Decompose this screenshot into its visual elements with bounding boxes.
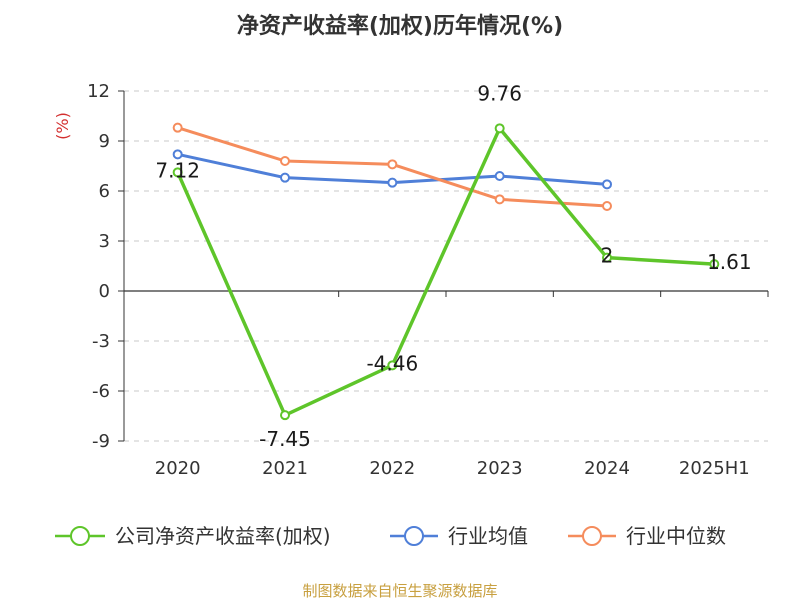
data-label: -7.45 [259, 427, 311, 451]
y-tick-label: 9 [99, 131, 110, 152]
chart-title: 净资产收益率(加权)历年情况(%) [237, 13, 563, 39]
y-tick-label: -6 [92, 381, 110, 402]
data-label: 7.12 [155, 158, 200, 182]
y-tick-label: 6 [99, 181, 110, 202]
x-tick-label: 2025H1 [679, 458, 750, 479]
legend-label: 行业中位数 [626, 524, 726, 548]
y-axis-unit-label: (%) [53, 112, 72, 140]
legend: 公司净资产收益率(加权) 行业均值 行业中位数 [55, 524, 726, 548]
gridlines [124, 90, 768, 442]
legend-marker-icon [404, 526, 424, 546]
data-point [709, 259, 720, 270]
y-tick-label: 12 [87, 81, 110, 102]
axes: 12 9 6 3 0 -3 -6 -9 2020 2021 2022 2023 2024 2025H1 [87, 81, 769, 479]
data-point [602, 179, 612, 190]
data-label: 9.76 [477, 81, 522, 105]
source-note: 制图数据来自恒生聚源数据库 [302, 582, 497, 600]
data-point [387, 360, 398, 371]
legend-marker-icon [70, 526, 90, 546]
data-labels: 7.12 -7.45 -4.46 9.76 2 1.61 [155, 81, 751, 451]
series-lines [172, 122, 720, 421]
y-tick-label: 3 [99, 231, 110, 252]
legend-marker-icon [582, 526, 602, 546]
x-tick-label: 2022 [369, 458, 415, 479]
legend-label: 行业均值 [448, 524, 528, 548]
y-tick-label: -3 [92, 331, 110, 352]
x-tick-label: 2023 [477, 458, 523, 479]
data-point [494, 123, 505, 134]
data-point [602, 201, 612, 211]
x-tick-label: 2021 [262, 458, 308, 479]
y-tick-label: 0 [99, 281, 110, 302]
series-line [175, 126, 717, 417]
data-point [280, 410, 290, 421]
data-point [602, 252, 612, 263]
data-point [280, 172, 290, 183]
data-point [172, 149, 183, 160]
data-label: -4.46 [366, 351, 418, 375]
data-label: 1.61 [707, 250, 752, 274]
x-tick-label: 2020 [155, 458, 201, 479]
data-point [387, 159, 398, 170]
x-tick-label: 2024 [584, 458, 630, 479]
data-point [280, 156, 290, 166]
data-point [494, 171, 505, 181]
data-point [387, 177, 398, 188]
legend-item: 行业均值 [390, 524, 528, 548]
data-label: 2 [601, 244, 614, 268]
legend-item: 公司净资产收益率(加权) [55, 524, 331, 548]
legend-label: 公司净资产收益率(加权) [115, 524, 331, 548]
data-point [172, 122, 183, 133]
data-point [494, 194, 505, 205]
legend-item: 行业中位数 [568, 524, 726, 548]
data-point [172, 167, 183, 178]
y-tick-label: -9 [92, 431, 110, 452]
